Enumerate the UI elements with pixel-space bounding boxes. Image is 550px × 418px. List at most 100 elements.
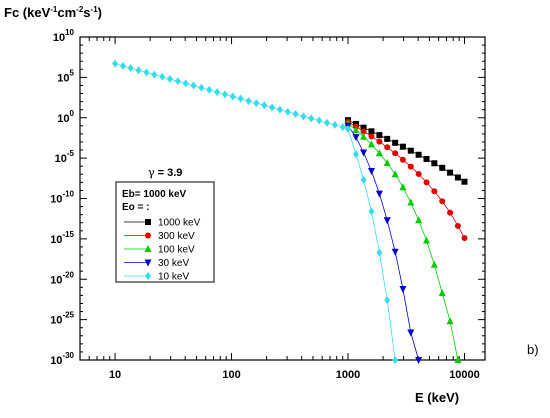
- data-point: [399, 183, 407, 191]
- data-point: [454, 356, 462, 363]
- y-tick-labels: 1010 105 100 10-5 10-10 10-15 10-20 10-25 10-30: [50, 28, 74, 367]
- y-tick-label: 10-15: [50, 230, 74, 246]
- data-point: [292, 110, 299, 119]
- data-point: [253, 99, 260, 108]
- legend-marker: [145, 219, 151, 225]
- data-point: [159, 72, 166, 81]
- data-point: [229, 92, 236, 101]
- legend-label: 1000 keV: [158, 218, 201, 229]
- data-point: [399, 143, 406, 150]
- data-point: [360, 132, 368, 140]
- data-point: [198, 83, 205, 92]
- series-line: [347, 125, 419, 361]
- data-point: [127, 63, 134, 72]
- data-point: [284, 107, 291, 116]
- data-point: [360, 149, 368, 157]
- data-point: [368, 128, 375, 135]
- data-point: [423, 155, 430, 162]
- data-point: [383, 217, 391, 225]
- x-tick-label: 1000: [336, 369, 360, 381]
- y-tick-label: 10-10: [50, 190, 74, 206]
- series-30-kev: [344, 122, 423, 364]
- data-point: [368, 133, 375, 140]
- legend-label: 10 keV: [158, 272, 189, 283]
- data-point: [399, 156, 406, 163]
- legend-entries: 1000 keV 300 keV 100 keV 30 keV 10 keV: [124, 218, 201, 283]
- data-point: [439, 164, 446, 171]
- data-point: [206, 85, 213, 94]
- y-tick-label: 105: [57, 68, 74, 84]
- y-tick-label: 10-25: [50, 311, 74, 327]
- legend-marker: [145, 272, 151, 280]
- data-point: [391, 170, 399, 178]
- data-point: [368, 207, 375, 216]
- axis-ticks: [79, 36, 485, 361]
- y-axis-title: Fc (keV-1cm-2s-1): [4, 5, 102, 20]
- data-point: [384, 296, 391, 305]
- data-point: [352, 150, 359, 159]
- data-point: [384, 135, 391, 142]
- data-point: [383, 158, 391, 166]
- legend-marker: [144, 259, 152, 267]
- data-point: [345, 125, 352, 134]
- data-point: [237, 94, 244, 103]
- data-point: [415, 151, 422, 158]
- data-point: [415, 216, 423, 224]
- data-point: [392, 356, 399, 364]
- legend-item: 30 keV: [124, 258, 189, 269]
- legend-label: 100 keV: [158, 245, 195, 256]
- series-line: [347, 119, 465, 183]
- data-point: [261, 101, 268, 110]
- y-tick-label: 1010: [53, 28, 75, 44]
- legend-label: 30 keV: [158, 258, 189, 269]
- y-tick-label: 10-30: [50, 351, 74, 367]
- data-point: [454, 174, 461, 181]
- data-point: [384, 144, 391, 151]
- legend-marker: [144, 245, 152, 252]
- x-tick-labels: 10 100 1000 10000: [109, 369, 480, 381]
- data-point: [461, 234, 468, 241]
- data-point: [143, 68, 150, 77]
- legend-title-eb: Eb= 1000 keV: [122, 189, 187, 200]
- data-point: [276, 105, 283, 114]
- series-100-kev: [344, 119, 462, 363]
- data-point: [360, 175, 367, 184]
- data-point: [269, 103, 276, 112]
- data-point: [439, 198, 446, 205]
- series-group: [112, 59, 468, 364]
- data-point: [352, 134, 360, 142]
- data-point: [392, 150, 399, 157]
- legend-item: 1000 keV: [124, 218, 201, 229]
- x-axis-title: E (keV): [415, 390, 459, 405]
- data-point: [376, 138, 383, 145]
- data-point: [407, 163, 414, 170]
- data-point: [120, 61, 127, 70]
- panel-label: b): [527, 342, 539, 357]
- data-point: [221, 90, 228, 99]
- legend-item: 10 keV: [124, 272, 189, 283]
- data-point: [407, 147, 414, 154]
- data-point: [392, 139, 399, 146]
- series-10-kev: [112, 59, 399, 364]
- data-point: [166, 74, 173, 83]
- data-point: [182, 79, 189, 88]
- data-point: [360, 128, 367, 135]
- x-tick-label: 100: [222, 369, 240, 381]
- data-point: [438, 288, 446, 296]
- data-point: [300, 112, 307, 121]
- legend-label: 300 keV: [158, 231, 195, 242]
- gamma-annotation: γ = 3.9: [148, 166, 182, 179]
- x-tick-label: 10000: [449, 369, 480, 381]
- data-point: [367, 140, 375, 148]
- data-point: [339, 123, 346, 132]
- data-point: [446, 317, 454, 325]
- y-tick-label: 100: [57, 109, 74, 125]
- data-point: [423, 179, 430, 186]
- data-point: [112, 59, 119, 68]
- data-point: [431, 188, 438, 195]
- x-tick-label: 10: [109, 369, 121, 381]
- series-300-kev: [345, 118, 468, 241]
- legend-marker: [145, 232, 151, 239]
